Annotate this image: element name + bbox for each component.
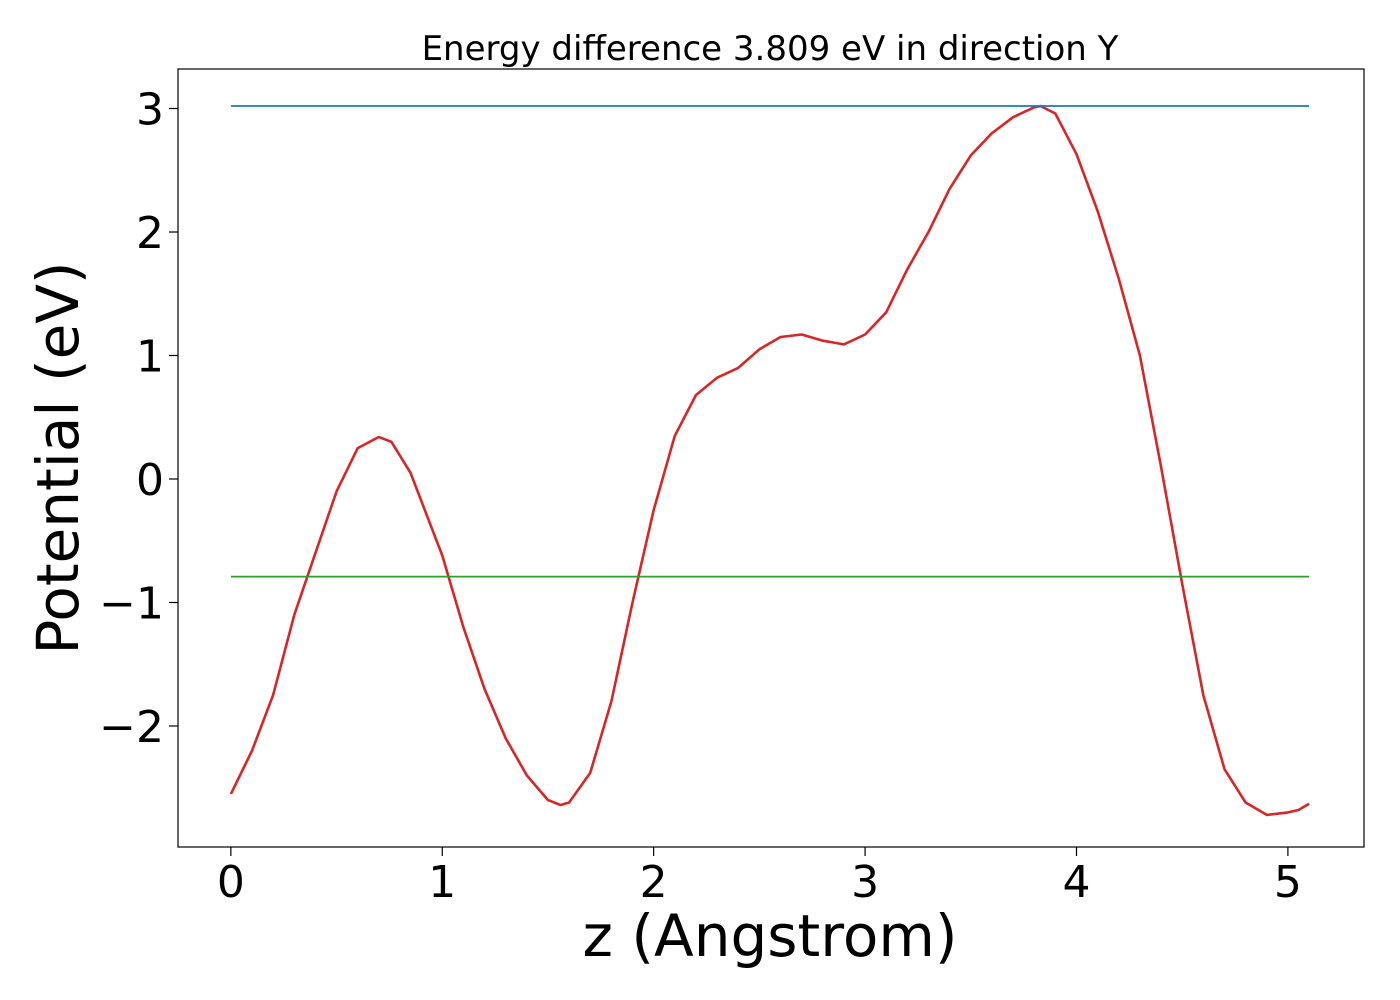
x-axis-ticks: 0 1 2 3 4 5: [217, 847, 1302, 908]
series-line-0: [229, 104, 1310, 817]
y-tick-label: 1: [136, 332, 164, 383]
x-tick-label: 1: [428, 857, 456, 908]
series-layer: [229, 104, 1310, 817]
x-axis-label: z (Angstrom): [583, 902, 958, 970]
y-tick-label: 2: [136, 208, 164, 259]
x-tick-label: 0: [217, 857, 245, 908]
y-tick-label: 0: [136, 455, 164, 506]
y-tick-label: 3: [136, 85, 164, 136]
x-tick-label: 3: [851, 857, 879, 908]
plot-frame: [177, 68, 1365, 848]
chart-title: Energy difference 3.809 eV in direction …: [422, 29, 1119, 69]
y-tick-label: −1: [99, 578, 164, 629]
y-tick-label: −2: [99, 702, 164, 753]
y-axis-label: Potential (eV): [24, 261, 92, 654]
x-tick-label: 5: [1274, 857, 1302, 908]
x-tick-label: 2: [640, 857, 668, 908]
x-tick-label: 4: [1062, 857, 1090, 908]
y-axis-ticks: −2 −1 0 1 2 3: [99, 85, 178, 753]
